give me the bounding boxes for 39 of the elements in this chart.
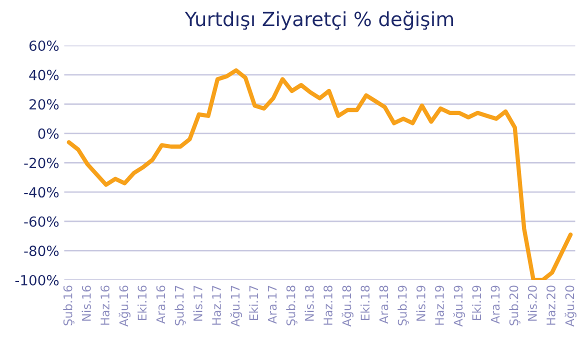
x-tick-label: Haz.20	[546, 286, 556, 325]
x-tick-label: Nis.17	[193, 286, 202, 321]
x-tick-label: Şub.19	[398, 286, 409, 326]
x-tick-label: Ağu.17	[230, 286, 242, 327]
x-tick-label: Haz.18	[324, 286, 332, 325]
x-tick-label: Haz.17	[212, 286, 221, 325]
y-tick-label: -100%	[15, 274, 59, 286]
x-tick-label: Ara.16	[156, 286, 166, 324]
x-tick-label: Nis.18	[304, 286, 314, 321]
x-tick-label: Ara.19	[490, 286, 500, 324]
x-tick-label: Ara.17	[268, 286, 277, 324]
x-tick-label: Ara.18	[379, 286, 388, 324]
x-tick-label: Şub.17	[174, 286, 186, 326]
x-tick-label: Haz.16	[100, 286, 110, 325]
x-tick-label: Şub.18	[286, 286, 298, 326]
y-tick-label: -40%	[24, 187, 59, 198]
line-series	[66, 68, 573, 280]
y-tick-label: -20%	[24, 158, 59, 168]
x-tick-label: Eki.17	[248, 286, 258, 320]
y-tick-label: 60%	[29, 40, 59, 51]
x-tick-label: Haz.19	[435, 286, 444, 325]
y-tick-label: -80%	[24, 246, 59, 256]
x-tick-label: Eki.18	[360, 286, 370, 320]
x-tick-label: Şub.16	[63, 286, 74, 326]
x-tick-label: Nis.20	[528, 286, 537, 321]
x-tick-label: Eki.16	[138, 286, 147, 320]
x-tick-label: Ağu.20	[564, 286, 576, 327]
x-tick-label: Ağu.16	[118, 286, 130, 327]
x-tick-label: Ağu.19	[453, 286, 465, 327]
chart-title: Yurtdışı Ziyaretçi % değişim	[184, 10, 453, 30]
x-tick-label: Şub.20	[509, 286, 520, 326]
y-tick-label: 20%	[30, 99, 59, 110]
x-tick-label: Nis.19	[416, 286, 426, 321]
y-tick-label: 0%	[38, 128, 59, 139]
x-tick-label: Nis.16	[82, 286, 91, 321]
x-tick-label: Eki.19	[472, 286, 482, 320]
y-tick-label: -60%	[24, 216, 59, 227]
y-tick-label: 40%	[29, 70, 59, 80]
x-tick-label: Ağu.18	[342, 286, 354, 327]
